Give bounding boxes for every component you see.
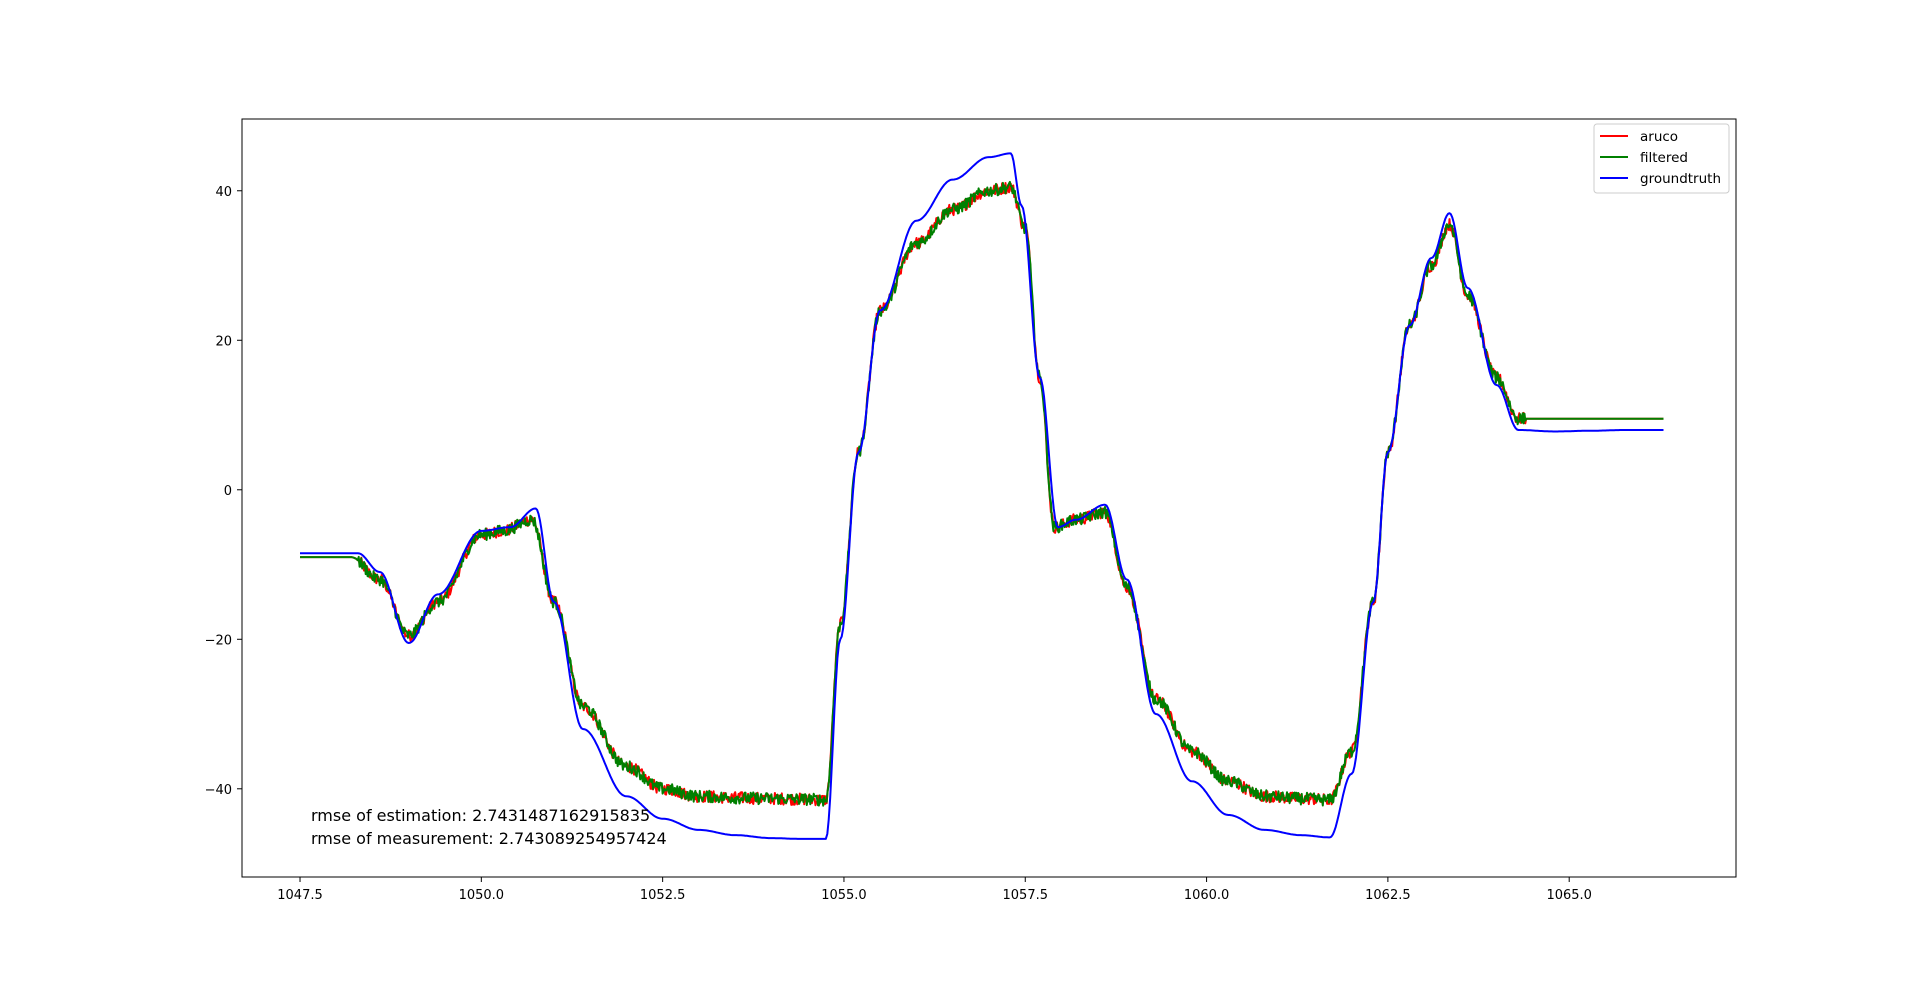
legend-box: [1593, 123, 1730, 194]
legend-label-aruco: aruco: [1640, 129, 1678, 145]
x-tick-label: 1047.5: [277, 888, 323, 903]
y-tick-label: 0: [224, 484, 232, 499]
series-layer: [299, 152, 1664, 840]
x-axis: 1047.5 1050.0 1052.5 1055.0 1057.5 1060.0 1062…: [277, 877, 1592, 903]
series-line-filtered: [299, 180, 1664, 807]
legend: aruco filtered groundtruth: [1593, 123, 1730, 194]
x-tick-label: 1055.0: [821, 888, 867, 903]
x-tick-label: 1052.5: [640, 888, 686, 903]
x-tick-label: 1060.0: [1184, 888, 1230, 903]
legend-label-groundtruth: groundtruth: [1640, 171, 1721, 187]
x-tick-label: 1050.0: [459, 888, 505, 903]
rmse-estimation-annotation: rmse of estimation: 2.7431487162915835: [311, 806, 650, 825]
y-tick-label: −20: [205, 633, 232, 648]
y-tick-label: 20: [215, 334, 232, 349]
x-tick-label: 1057.5: [1003, 888, 1049, 903]
y-tick-label: −40: [205, 783, 232, 798]
plot-frame: [241, 118, 1737, 878]
series-line-groundtruth: [300, 152, 1664, 840]
legend-label-filtered: filtered: [1640, 150, 1688, 166]
rmse-measurement-annotation: rmse of measurement: 2.743089254957424: [311, 829, 667, 848]
y-tick-label: 40: [215, 185, 232, 200]
x-tick-label: 1065.0: [1546, 888, 1592, 903]
y-axis: 40 20 0 −20 −40: [205, 185, 242, 798]
x-tick-label: 1062.5: [1365, 888, 1411, 903]
